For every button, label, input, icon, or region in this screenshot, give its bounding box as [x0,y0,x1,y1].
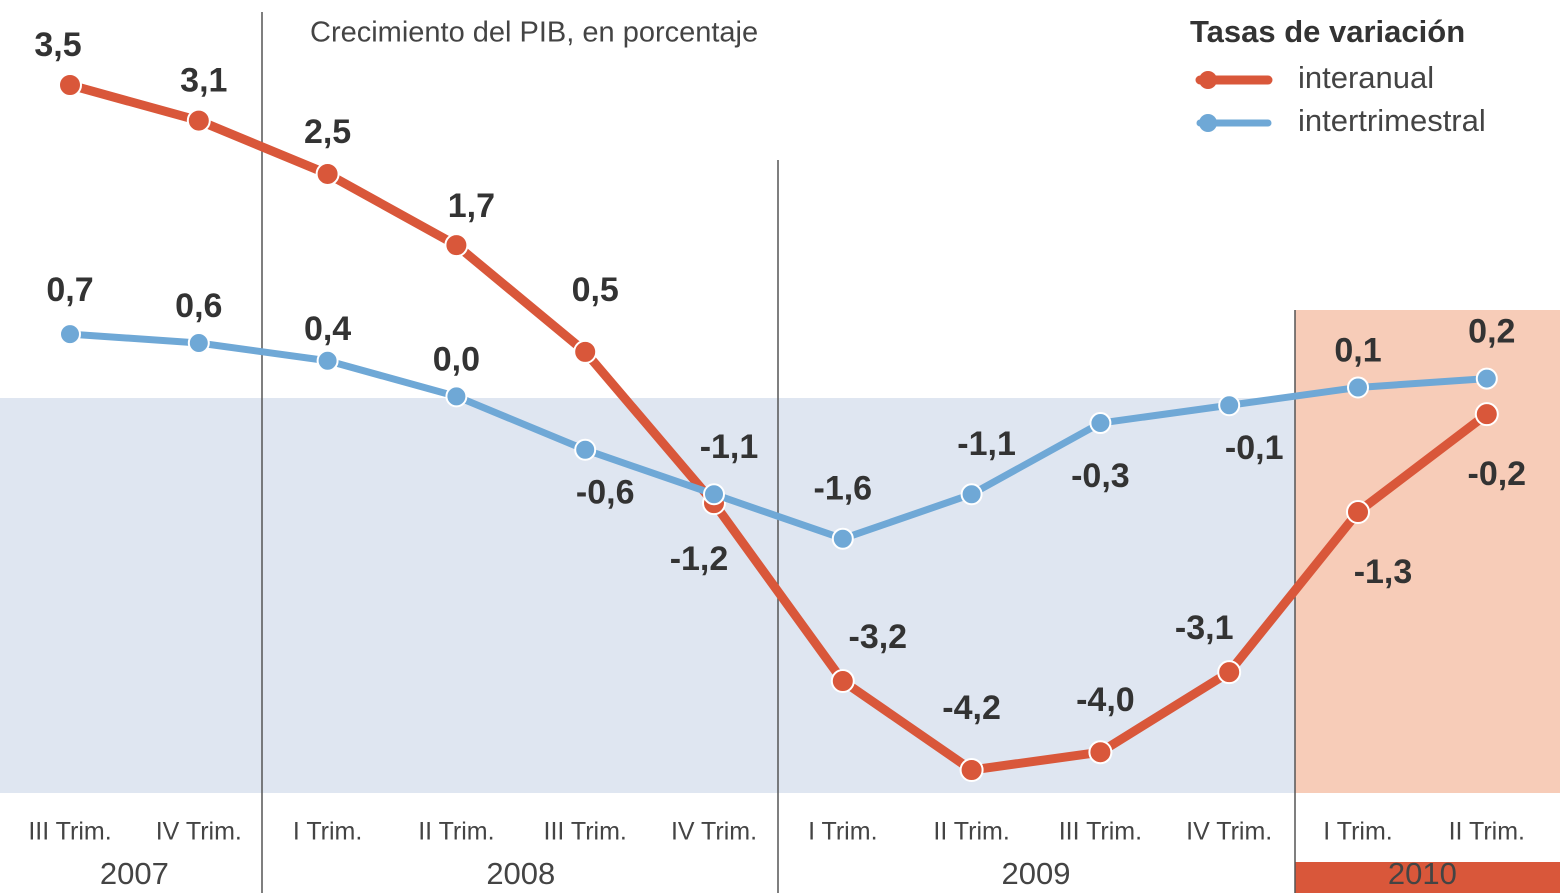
data-label: -1,3 [1354,553,1413,591]
data-point [959,758,984,782]
data-label: 0,7 [46,271,93,309]
x-tick-label: IV Trim. [1186,818,1272,846]
data-label: 0,1 [1334,331,1381,369]
x-tick-label: IV Trim. [671,818,757,846]
data-label: 0,5 [572,271,619,309]
year-label: 2009 [1002,856,1071,891]
x-tick-label: I Trim. [293,818,362,846]
data-point [831,527,854,550]
data-label: -0,6 [576,474,635,512]
data-label: -3,2 [849,618,908,656]
data-point [186,108,211,133]
data-point [1089,412,1112,435]
data-label: 0,2 [1468,313,1515,351]
x-tick-label: III Trim. [544,818,627,846]
data-point [444,233,469,258]
data-point [187,331,210,354]
year-label: 2007 [100,856,169,891]
x-tick-label: III Trim. [1059,818,1142,846]
data-point [1088,740,1113,765]
data-point [1217,660,1242,685]
data-label: 3,5 [34,26,81,64]
legend-label: interanual [1298,60,1434,95]
data-point [445,385,468,408]
data-label: 0,6 [175,287,222,325]
data-point [830,669,855,694]
x-tick-label: III Trim. [28,818,111,846]
data-label: -0,3 [1071,457,1130,495]
series-line [65,80,1492,775]
data-point [58,73,82,97]
year-label: 2008 [486,856,555,891]
data-label: 3,1 [180,62,227,100]
data-label: -4,0 [1076,681,1135,719]
data-label: -4,2 [942,689,1001,727]
data-label: -1,1 [700,428,759,466]
year-label: 2010 [1388,856,1457,891]
x-tick-label: II Trim. [418,818,494,846]
chart-title: Crecimiento del PIB, en porcentaje [310,17,758,49]
data-point [1218,394,1241,417]
data-label: 1,7 [448,187,495,225]
data-point [1474,402,1499,427]
x-tick-label: II Trim. [933,818,1009,846]
negative-band [0,398,1295,793]
data-point [574,438,597,461]
legend-label: intertrimestral [1298,103,1486,138]
data-label: -1,6 [814,470,873,508]
data-label: 2,5 [304,113,351,151]
legend-title: Tasas de variación [1190,14,1465,49]
data-point [1475,367,1498,390]
x-tick-label: I Trim. [1323,818,1392,846]
year-box-2010 [1295,862,1560,893]
legend-marker [1199,114,1217,132]
data-label: -0,1 [1225,429,1284,467]
data-point [703,483,725,506]
data-label: 0,4 [304,310,351,348]
x-tick-label: IV Trim. [156,818,242,846]
data-point [573,339,598,364]
data-label: -1,2 [670,540,729,578]
data-label: -1,1 [957,425,1016,463]
x-tick-label: I Trim. [808,818,877,846]
data-point [1346,500,1370,525]
data-point [1347,376,1369,399]
data-point [316,349,339,372]
data-point [960,483,983,506]
data-point [315,161,340,186]
data-label: -3,1 [1175,609,1234,647]
data-point [59,323,81,346]
data-label: 0,0 [433,340,480,378]
series-line [66,330,1491,543]
legend-marker [1199,71,1217,89]
x-tick-label: II Trim. [1449,818,1525,846]
data-label: -0,2 [1468,455,1527,493]
